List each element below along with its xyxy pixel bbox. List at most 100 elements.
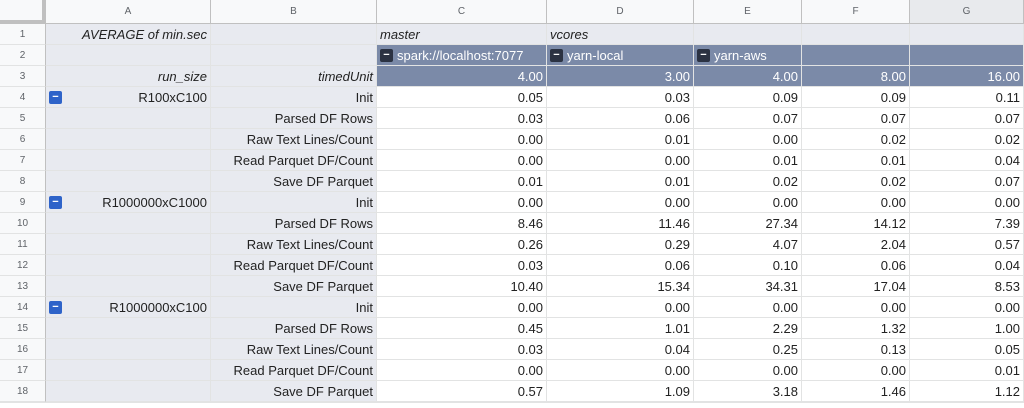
value-cell[interactable]: 27.34 bbox=[694, 213, 802, 234]
value-cell[interactable]: 0.00 bbox=[802, 360, 910, 381]
row-number[interactable]: 18 bbox=[0, 381, 46, 402]
value-cell[interactable]: 8.46 bbox=[377, 213, 547, 234]
timed-unit-cell[interactable]: Read Parquet DF/Count bbox=[211, 255, 377, 276]
value-cell[interactable]: 0.26 bbox=[377, 234, 547, 255]
value-cell[interactable]: 0.00 bbox=[802, 192, 910, 213]
pivot-column-field-vcores[interactable]: vcores bbox=[547, 24, 694, 45]
collapse-group-icon[interactable]: − bbox=[550, 48, 563, 62]
row-number[interactable]: 5 bbox=[0, 108, 46, 129]
value-cell[interactable]: 0.29 bbox=[547, 234, 694, 255]
value-cell[interactable]: 0.00 bbox=[910, 192, 1024, 213]
value-cell[interactable]: 0.09 bbox=[694, 87, 802, 108]
row-number[interactable]: 12 bbox=[0, 255, 46, 276]
value-cell[interactable]: 0.05 bbox=[377, 87, 547, 108]
value-cell[interactable]: 7.39 bbox=[910, 213, 1024, 234]
row-number[interactable]: 11 bbox=[0, 234, 46, 255]
row-number[interactable]: 16 bbox=[0, 339, 46, 360]
pivot-group-yarn-aws-span[interactable] bbox=[802, 45, 910, 66]
timed-unit-cell[interactable]: Init bbox=[211, 192, 377, 213]
value-cell[interactable]: 0.00 bbox=[694, 297, 802, 318]
value-cell[interactable]: 0.00 bbox=[377, 360, 547, 381]
pivot-header-cell[interactable] bbox=[802, 24, 910, 45]
value-cell[interactable]: 11.46 bbox=[547, 213, 694, 234]
value-cell[interactable]: 0.04 bbox=[910, 150, 1024, 171]
pivot-header-cell[interactable] bbox=[694, 24, 802, 45]
run-size-cell[interactable] bbox=[46, 213, 211, 234]
value-cell[interactable]: 0.57 bbox=[910, 234, 1024, 255]
collapse-group-icon[interactable]: − bbox=[380, 48, 393, 62]
collapse-row-icon[interactable]: − bbox=[49, 195, 62, 209]
value-cell[interactable]: 0.06 bbox=[802, 255, 910, 276]
value-cell[interactable]: 0.00 bbox=[547, 297, 694, 318]
run-size-cell[interactable] bbox=[46, 255, 211, 276]
run-size-cell[interactable] bbox=[46, 276, 211, 297]
timed-unit-cell[interactable]: Parsed DF Rows bbox=[211, 108, 377, 129]
value-cell[interactable]: 15.34 bbox=[547, 276, 694, 297]
row-number[interactable]: 8 bbox=[0, 171, 46, 192]
pivot-header-cell[interactable] bbox=[211, 45, 377, 66]
row-number[interactable]: 14 bbox=[0, 297, 46, 318]
value-cell[interactable]: 10.40 bbox=[377, 276, 547, 297]
pivot-group-spark-local[interactable]: − spark://localhost:7077 bbox=[377, 45, 547, 66]
timed-unit-cell[interactable]: Init bbox=[211, 87, 377, 108]
value-cell[interactable]: 0.01 bbox=[802, 150, 910, 171]
run-size-cell[interactable]: − R100xC100 bbox=[46, 87, 211, 108]
pivot-row-field-timed-unit[interactable]: timedUnit bbox=[211, 66, 377, 87]
row-number[interactable]: 7 bbox=[0, 150, 46, 171]
value-cell[interactable]: 3.18 bbox=[694, 381, 802, 402]
value-cell[interactable]: 0.07 bbox=[910, 108, 1024, 129]
row-number[interactable]: 10 bbox=[0, 213, 46, 234]
value-cell[interactable]: 4.07 bbox=[694, 234, 802, 255]
timed-unit-cell[interactable]: Save DF Parquet bbox=[211, 276, 377, 297]
value-cell[interactable]: 1.00 bbox=[910, 318, 1024, 339]
timed-unit-cell[interactable]: Init bbox=[211, 297, 377, 318]
value-cell[interactable]: 0.25 bbox=[694, 339, 802, 360]
value-cell[interactable]: 0.00 bbox=[377, 192, 547, 213]
value-cell[interactable]: 0.05 bbox=[910, 339, 1024, 360]
pivot-header-cell[interactable] bbox=[211, 24, 377, 45]
value-cell[interactable]: 0.04 bbox=[547, 339, 694, 360]
value-cell[interactable]: 34.31 bbox=[694, 276, 802, 297]
row-number[interactable]: 13 bbox=[0, 276, 46, 297]
value-cell[interactable]: 0.01 bbox=[547, 171, 694, 192]
value-cell[interactable]: 0.00 bbox=[694, 360, 802, 381]
value-cell[interactable]: 0.01 bbox=[377, 171, 547, 192]
value-cell[interactable]: 2.29 bbox=[694, 318, 802, 339]
value-cell[interactable]: 0.03 bbox=[377, 108, 547, 129]
value-cell[interactable]: 0.00 bbox=[547, 360, 694, 381]
run-size-cell[interactable]: − R1000000xC100 bbox=[46, 297, 211, 318]
column-header-a[interactable]: A bbox=[46, 0, 211, 24]
vcores-value[interactable]: 3.00 bbox=[547, 66, 694, 87]
timed-unit-cell[interactable]: Raw Text Lines/Count bbox=[211, 339, 377, 360]
column-header-d[interactable]: D bbox=[547, 0, 694, 24]
vcores-value[interactable]: 4.00 bbox=[694, 66, 802, 87]
collapse-group-icon[interactable]: − bbox=[697, 48, 710, 62]
value-cell[interactable]: 1.09 bbox=[547, 381, 694, 402]
pivot-header-cell[interactable] bbox=[46, 45, 211, 66]
value-cell[interactable]: 0.00 bbox=[694, 129, 802, 150]
timed-unit-cell[interactable]: Parsed DF Rows bbox=[211, 318, 377, 339]
timed-unit-cell[interactable]: Parsed DF Rows bbox=[211, 213, 377, 234]
value-cell[interactable]: 0.06 bbox=[547, 255, 694, 276]
value-cell[interactable]: 0.00 bbox=[377, 150, 547, 171]
value-cell[interactable]: 0.07 bbox=[910, 171, 1024, 192]
value-cell[interactable]: 0.03 bbox=[377, 255, 547, 276]
value-cell[interactable]: 0.11 bbox=[910, 87, 1024, 108]
run-size-cell[interactable] bbox=[46, 318, 211, 339]
value-cell[interactable]: 0.00 bbox=[547, 150, 694, 171]
value-cell[interactable]: 0.06 bbox=[547, 108, 694, 129]
value-cell[interactable]: 0.00 bbox=[802, 297, 910, 318]
column-header-c[interactable]: C bbox=[377, 0, 547, 24]
value-cell[interactable]: 0.10 bbox=[694, 255, 802, 276]
column-header-e[interactable]: E bbox=[694, 0, 802, 24]
collapse-row-icon[interactable]: − bbox=[49, 300, 62, 314]
run-size-cell[interactable] bbox=[46, 339, 211, 360]
value-cell[interactable]: 1.32 bbox=[802, 318, 910, 339]
value-cell[interactable]: 0.09 bbox=[802, 87, 910, 108]
row-number[interactable]: 1 bbox=[0, 24, 46, 45]
value-cell[interactable]: 0.57 bbox=[377, 381, 547, 402]
row-number[interactable]: 2 bbox=[0, 45, 46, 66]
value-cell[interactable]: 0.00 bbox=[547, 192, 694, 213]
value-cell[interactable]: 0.13 bbox=[802, 339, 910, 360]
value-cell[interactable]: 0.02 bbox=[802, 129, 910, 150]
